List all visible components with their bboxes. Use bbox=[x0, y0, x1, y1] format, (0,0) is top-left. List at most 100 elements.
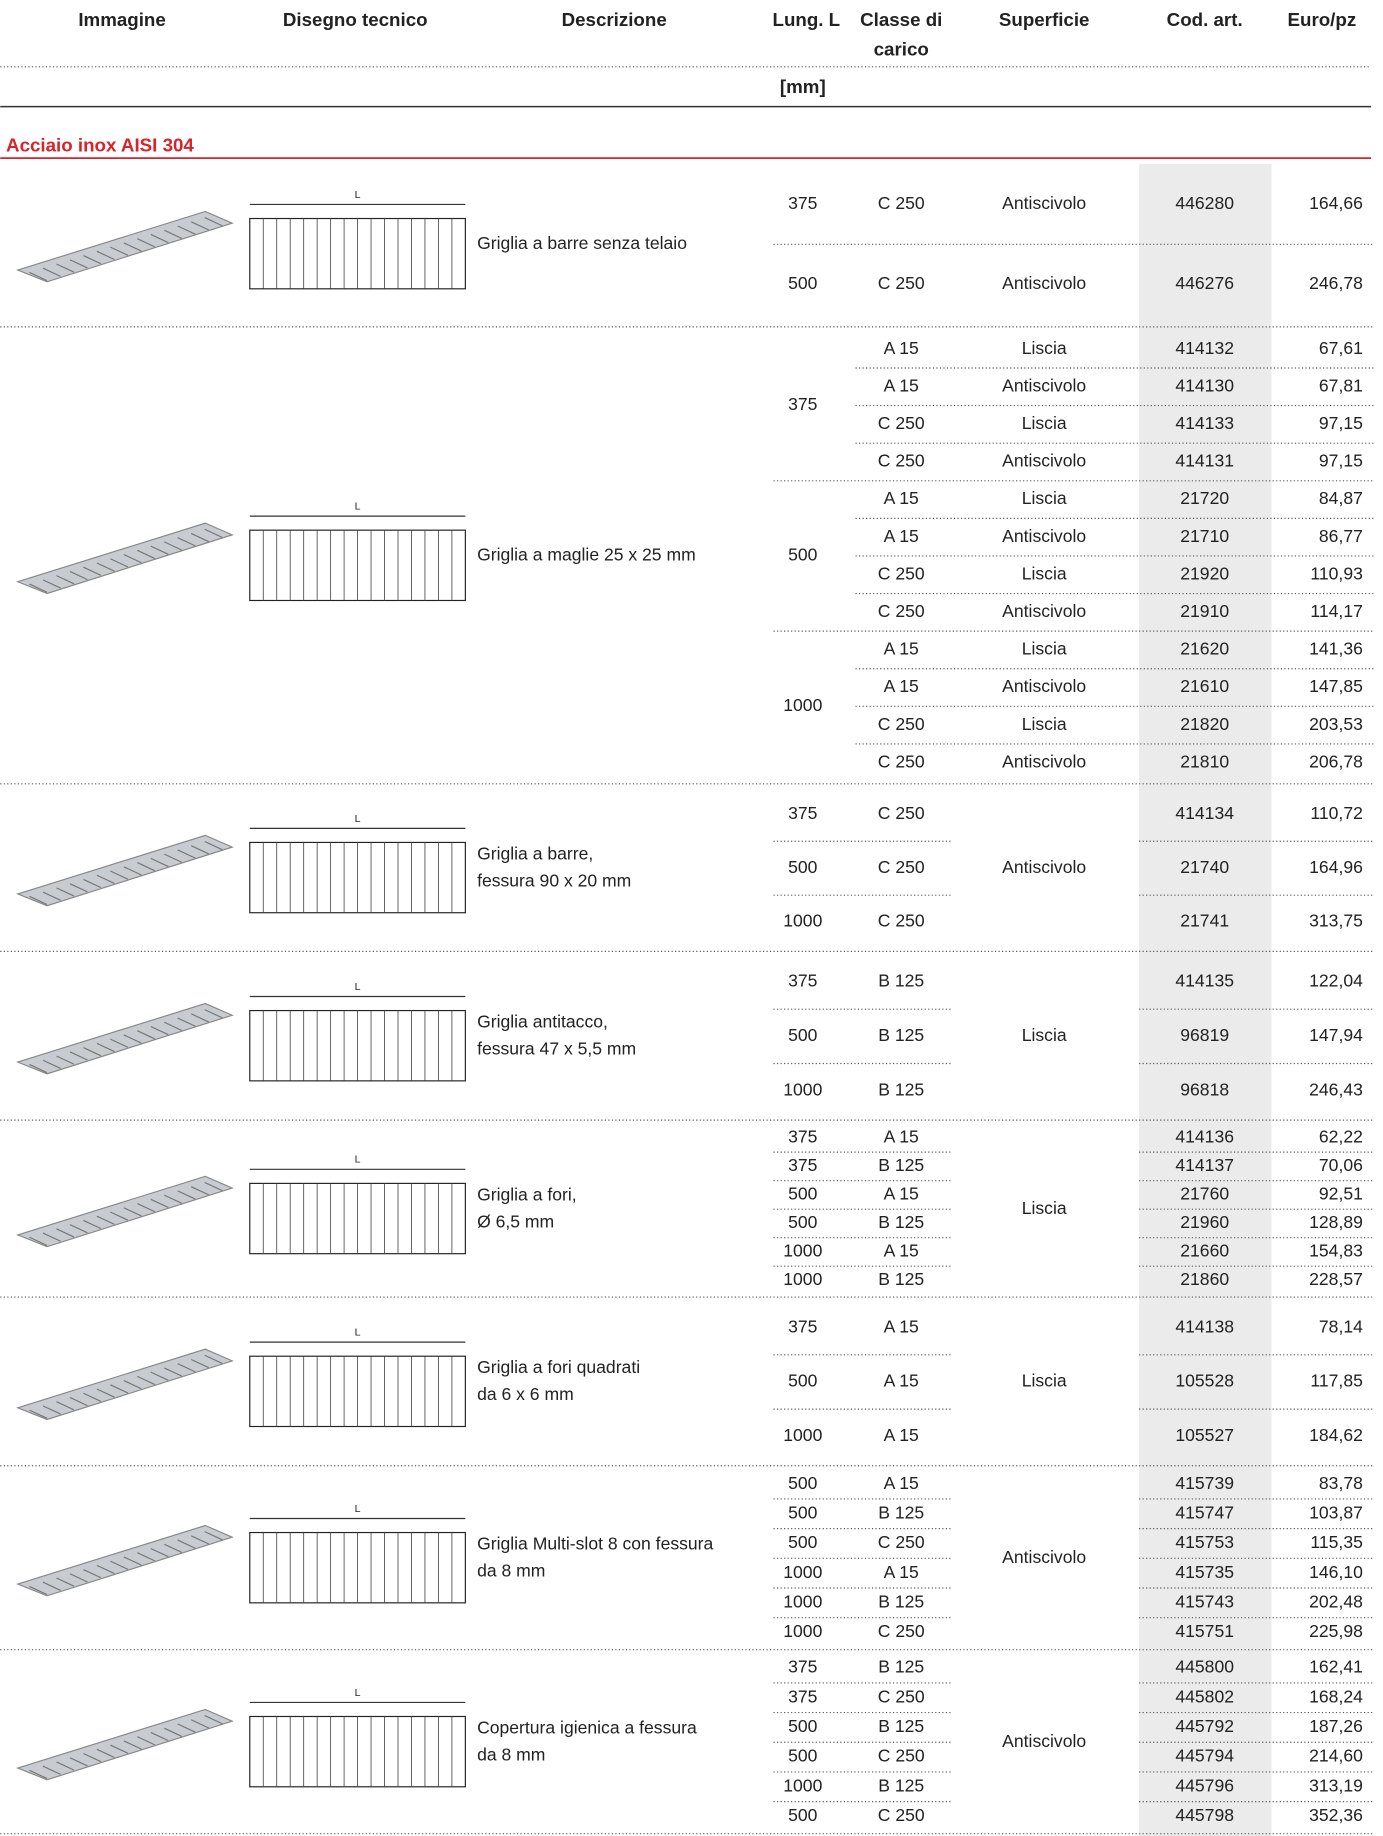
length: 1000 bbox=[783, 911, 822, 931]
article-code: 96819 bbox=[1180, 1025, 1229, 1045]
length: 500 bbox=[788, 1532, 818, 1552]
load-class: A 15 bbox=[884, 526, 919, 546]
grate-bar bbox=[69, 259, 88, 269]
grate-photo bbox=[16, 522, 234, 595]
price: 164,66 bbox=[1309, 193, 1363, 213]
load-class: B 125 bbox=[878, 1025, 924, 1045]
grate-bar bbox=[69, 1224, 88, 1234]
column-header: Descrizione bbox=[562, 9, 667, 30]
load-class: C 250 bbox=[878, 1621, 925, 1641]
grate-bar bbox=[42, 267, 61, 277]
load-class: A 15 bbox=[884, 1184, 919, 1204]
article-code: 21860 bbox=[1180, 1269, 1229, 1289]
surface: Antiscivolo bbox=[1002, 1547, 1086, 1567]
section-title: Acciaio inox AISI 304 bbox=[6, 134, 194, 155]
column-header: Disegno tecnico bbox=[283, 9, 428, 30]
price: 352,36 bbox=[1309, 1805, 1363, 1825]
load-class: C 250 bbox=[878, 1686, 925, 1706]
grate-bar bbox=[83, 1392, 102, 1402]
grate-bar bbox=[96, 1215, 115, 1225]
length: 500 bbox=[788, 1371, 818, 1391]
surface: Antiscivolo bbox=[1002, 676, 1086, 696]
load-class: C 250 bbox=[878, 1532, 925, 1552]
article-code: 415743 bbox=[1175, 1591, 1234, 1611]
price: 154,83 bbox=[1309, 1241, 1363, 1261]
grate-bar bbox=[29, 271, 48, 282]
article-code: 21740 bbox=[1180, 857, 1229, 877]
price: 67,81 bbox=[1319, 375, 1363, 395]
description: da 8 mm bbox=[477, 1560, 545, 1580]
grate-photo bbox=[16, 1002, 234, 1075]
grate-photo bbox=[16, 210, 234, 283]
grate-bar bbox=[29, 1769, 48, 1780]
article-code: 21820 bbox=[1180, 714, 1229, 734]
load-class: B 125 bbox=[878, 1212, 924, 1232]
description: fessura 90 x 20 mm bbox=[477, 870, 631, 890]
grate-bar bbox=[69, 1757, 88, 1767]
length: 375 bbox=[788, 803, 818, 823]
grate-bar bbox=[29, 1063, 48, 1074]
grate-bar bbox=[137, 862, 156, 872]
grate-bar bbox=[137, 1030, 156, 1040]
price: 147,85 bbox=[1309, 676, 1363, 696]
grate-bar bbox=[150, 1547, 169, 1558]
description: fessura 47 x 5,5 mm bbox=[477, 1038, 636, 1058]
load-class: C 250 bbox=[878, 451, 925, 471]
load-class: C 250 bbox=[878, 193, 925, 213]
description: Griglia a barre senza telaio bbox=[477, 233, 687, 253]
length: 1000 bbox=[783, 1621, 822, 1641]
price: 114,17 bbox=[1310, 601, 1362, 621]
grate-bar bbox=[164, 1021, 183, 1032]
dimension-label: L bbox=[355, 1503, 361, 1515]
grate-bar bbox=[29, 1236, 48, 1247]
price: 164,96 bbox=[1309, 857, 1363, 877]
price: 202,48 bbox=[1309, 1591, 1363, 1611]
grate-bar bbox=[42, 1581, 61, 1591]
surface: Liscia bbox=[1022, 1025, 1067, 1045]
column-header: Euro/pz bbox=[1288, 9, 1357, 30]
column-header: carico bbox=[874, 38, 929, 59]
price: 225,98 bbox=[1309, 1621, 1363, 1641]
surface: Liscia bbox=[1022, 338, 1067, 358]
grate-bar bbox=[190, 1719, 210, 1729]
grate-bar bbox=[56, 1055, 75, 1065]
length: 500 bbox=[788, 1212, 818, 1232]
price: 168,24 bbox=[1309, 1686, 1363, 1706]
unit-label: [mm] bbox=[780, 76, 826, 97]
grate-bar bbox=[69, 1573, 88, 1583]
load-class: A 15 bbox=[884, 1371, 919, 1391]
grate-bar bbox=[123, 866, 142, 876]
grate-bar bbox=[96, 1388, 115, 1398]
load-class: A 15 bbox=[884, 375, 919, 395]
product-image bbox=[16, 1708, 234, 1781]
product-image bbox=[16, 210, 234, 283]
length: 500 bbox=[788, 545, 818, 565]
article-code: 105528 bbox=[1175, 1371, 1234, 1391]
load-class: B 125 bbox=[878, 971, 924, 991]
grate-bar bbox=[137, 1736, 156, 1746]
load-class: A 15 bbox=[884, 1127, 919, 1147]
price: 228,57 bbox=[1309, 1269, 1363, 1289]
grate-bar bbox=[150, 545, 169, 555]
price: 62,22 bbox=[1319, 1127, 1363, 1147]
length: 375 bbox=[788, 971, 818, 991]
price: 313,75 bbox=[1309, 911, 1363, 931]
price: 86,77 bbox=[1319, 526, 1363, 546]
grate-bar bbox=[110, 1744, 129, 1754]
grate-bar bbox=[204, 1009, 223, 1019]
grate-bar bbox=[164, 1367, 183, 1377]
price: 141,36 bbox=[1309, 639, 1363, 659]
load-class: B 125 bbox=[878, 1591, 924, 1611]
article-code: 446280 bbox=[1175, 193, 1234, 213]
grate-bar bbox=[83, 1569, 102, 1579]
description: Griglia a barre, bbox=[477, 843, 593, 863]
price: 78,14 bbox=[1319, 1316, 1363, 1336]
surface: Antiscivolo bbox=[1002, 193, 1086, 213]
article-code: 445796 bbox=[1175, 1775, 1234, 1795]
article-code: 445792 bbox=[1175, 1716, 1234, 1736]
load-class: C 250 bbox=[878, 601, 925, 621]
price: 162,41 bbox=[1309, 1657, 1363, 1677]
grate-bar bbox=[204, 217, 223, 227]
